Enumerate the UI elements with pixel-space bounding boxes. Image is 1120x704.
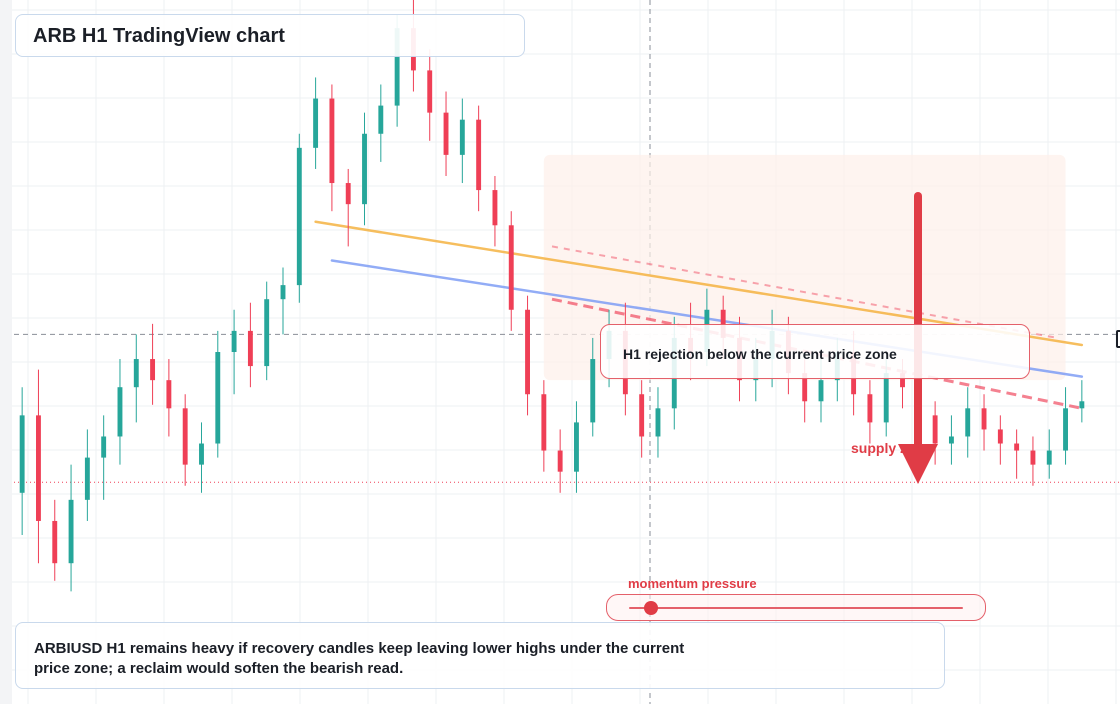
candle-up — [280, 285, 286, 300]
candle-down — [1014, 443, 1020, 451]
candle-down — [900, 373, 905, 388]
candle-up — [948, 436, 954, 444]
candle-down — [997, 429, 1003, 444]
candle-down — [867, 394, 873, 423]
price-scale-handle[interactable] — [1116, 330, 1120, 348]
candle-up — [264, 299, 270, 367]
candle-down — [720, 309, 726, 338]
candle-up — [394, 28, 400, 106]
candle-down — [182, 408, 188, 465]
candle-down — [329, 98, 335, 184]
rejection-callout: H1 rejection below the current price zon… — [600, 324, 1030, 379]
candle-up — [459, 119, 465, 155]
momentum-pressure-marker — [644, 601, 658, 615]
analysis-caption-card: ARBIUSD H1 remains heavy if recovery can… — [15, 622, 945, 689]
chart-title-card: ARB H1 TradingView chart — [15, 14, 525, 57]
bearish-arrow-head — [898, 444, 938, 484]
candle-up — [19, 415, 25, 493]
candle-down — [427, 70, 433, 113]
rejection-text: H1 rejection below the current price zon… — [623, 346, 897, 362]
candle-down — [443, 112, 449, 155]
candle-up — [818, 380, 824, 402]
projection-line — [551, 297, 1083, 410]
candle-up — [231, 330, 237, 352]
candle-up — [965, 408, 971, 437]
candle-up — [133, 359, 139, 388]
candle-down — [525, 309, 530, 395]
candle-up — [1079, 401, 1085, 409]
candle-down — [36, 415, 41, 521]
candle-down — [508, 225, 514, 310]
candle-up — [1063, 408, 1068, 451]
candle-up — [1046, 450, 1052, 465]
candle-down — [932, 415, 938, 444]
supply-zone-label: supply zone — [851, 440, 932, 456]
candle-down — [476, 119, 482, 191]
candle-up — [378, 105, 384, 134]
candle-up — [117, 387, 123, 437]
candle-up — [655, 408, 661, 437]
left-axis-strip — [0, 0, 12, 704]
candle-down — [345, 183, 351, 205]
candle-down — [541, 394, 547, 451]
candle-up — [296, 147, 302, 286]
chart-title: ARB H1 TradingView chart — [33, 25, 285, 47]
candle-up — [199, 443, 204, 465]
candle-up — [215, 352, 221, 444]
momentum-pressure-track — [629, 607, 963, 609]
candle-up — [590, 359, 596, 423]
candle-up — [574, 422, 579, 472]
projection-line — [551, 245, 1058, 339]
candle-down — [639, 394, 645, 437]
candle-down — [52, 520, 58, 564]
candle-up — [883, 373, 889, 423]
candle-up — [84, 457, 90, 500]
momentum-pressure-label: momentum pressure — [628, 576, 757, 591]
candle-up — [68, 499, 74, 564]
candle-up — [101, 436, 107, 458]
candle-down — [150, 359, 156, 381]
candle-down — [166, 380, 172, 409]
candle-down — [981, 408, 987, 430]
candle-down — [557, 450, 563, 472]
momentum-pressure-gauge — [606, 594, 986, 621]
overlay-layer — [898, 192, 938, 484]
candle-down — [802, 373, 808, 402]
candle-up — [362, 133, 367, 205]
candle-down — [492, 190, 498, 226]
analysis-caption: ARBIUSD H1 remains heavy if recovery can… — [34, 640, 685, 677]
candle-up — [313, 98, 319, 148]
candle-down — [1030, 450, 1036, 465]
candle-down — [247, 330, 253, 367]
